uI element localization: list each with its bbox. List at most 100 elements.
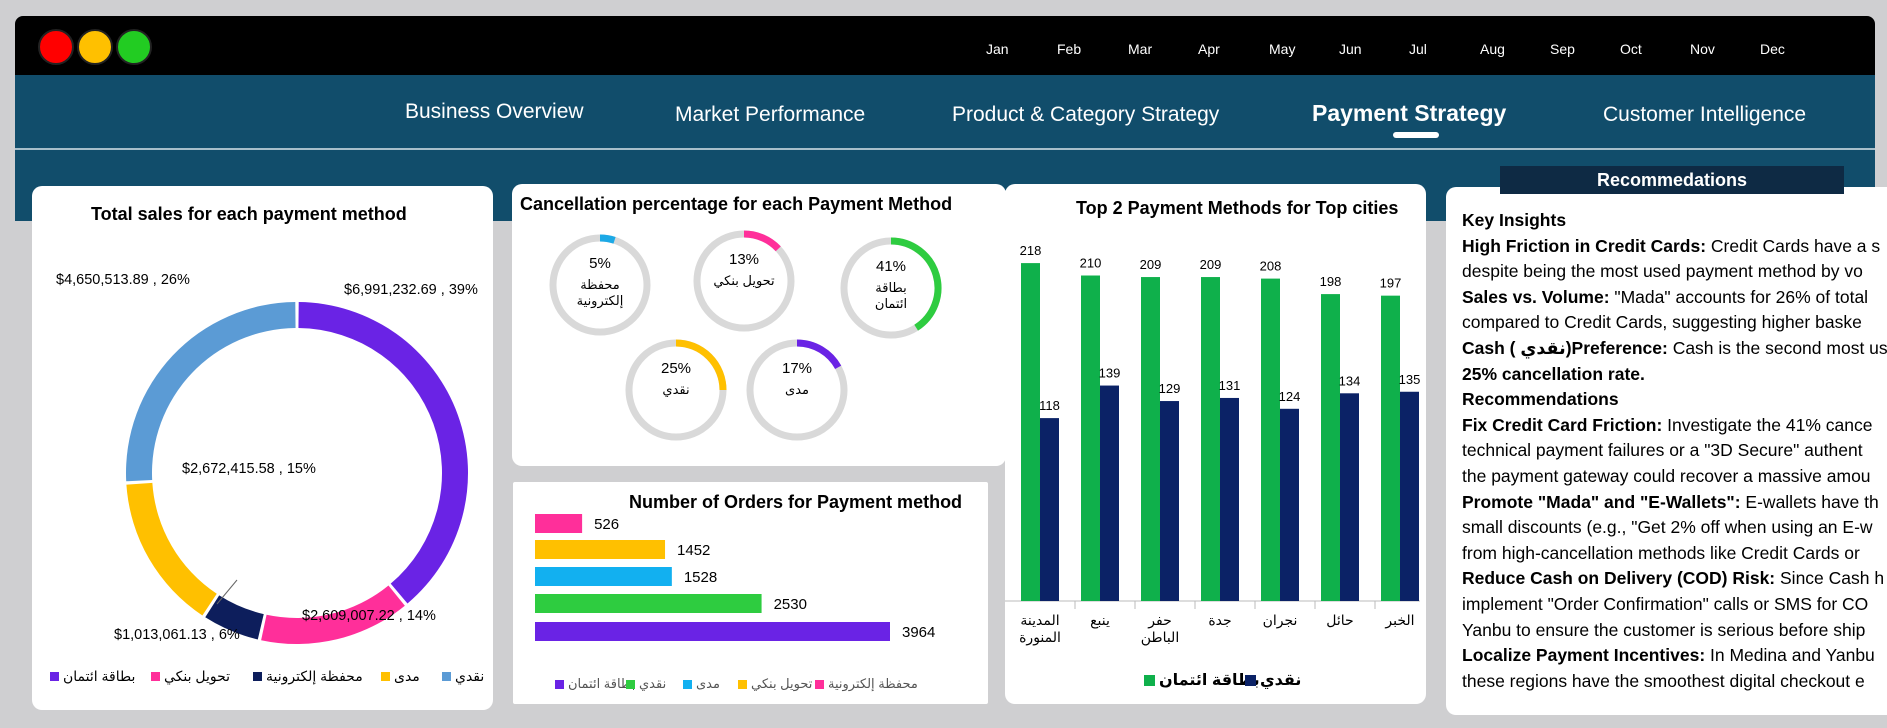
city-bar-value: 118 [1039,398,1060,413]
month-jan[interactable]: Jan [986,41,1009,57]
orders-bar[interactable] [535,567,672,586]
month-dec[interactable]: Dec [1760,41,1785,57]
rec-text: from high-cancellation methods like Cred… [1462,542,1860,563]
gauge-label-2: ائتمان [874,296,908,311]
nav-market-performance[interactable]: Market Performance [675,103,866,126]
recommendation-line: Sales vs. Volume: "Mada" accounts for 26… [1462,286,1887,308]
legend-swatch [50,672,59,681]
month-mar[interactable]: Mar [1128,41,1153,57]
month-feb[interactable]: Feb [1057,41,1082,57]
donut-slice-credit[interactable] [298,302,468,604]
city-label: الباطن [1141,630,1179,646]
rec-text: Credit Cards have a s [1706,235,1881,256]
city-bar-value: 135 [1399,372,1421,387]
close-light-button[interactable] [38,29,74,65]
gauge-label: مدى [785,382,809,397]
rec-bold: Key Insights [1462,210,1567,230]
donut-slice-ewallet[interactable] [205,595,264,640]
nav-business-overview[interactable]: Business Overview [405,100,584,123]
month-nov[interactable]: Nov [1690,41,1715,57]
city-bar-value: 210 [1080,256,1102,271]
month-may[interactable]: May [1269,41,1296,57]
minimize-light-button[interactable] [77,29,113,65]
city-bar-credit[interactable] [1081,275,1100,602]
orders-bar[interactable] [535,594,762,613]
orders-bar[interactable] [535,514,583,533]
legend-label: محفظة إلكترونية [266,668,363,684]
month-jul[interactable]: Jul [1409,41,1427,57]
orders-legend-item: مدى [683,676,720,692]
recommendation-line: technical payment failures or a "3D Secu… [1462,439,1887,461]
legend-swatch [151,672,160,681]
donut-legend-credit: بطاقة ائتمان [50,668,135,685]
city-label: نجران [1263,613,1298,629]
rec-bold: Fix Credit Card Friction: [1462,414,1663,435]
donut-label-ewallet: $1,013,061.13 , 6% [114,627,240,643]
recommendations-header: Recommedations [1500,166,1844,194]
rec-bold: High Friction in Credit Cards: [1462,235,1707,256]
city-bar-value: 208 [1260,259,1282,274]
orders-bar-label: 3964 [902,624,935,641]
city-bar-credit[interactable] [1261,278,1280,601]
orders-bar[interactable] [535,622,890,641]
rec-text: small discounts (e.g., "Get 2% off when … [1462,517,1873,538]
donut-legend-mada: مدى [381,668,420,685]
month-jun[interactable]: Jun [1339,41,1362,57]
legend-label: مدى [696,676,720,691]
city-bar-credit[interactable] [1201,277,1220,601]
city-bar-cash[interactable] [1280,408,1299,601]
gauge-label: نقدي [662,382,690,397]
nav-payment-strategy[interactable]: Payment Strategy [1312,100,1507,126]
legend-swatch [626,679,635,689]
month-oct[interactable]: Oct [1620,41,1642,57]
month-apr[interactable]: Apr [1198,41,1220,57]
legend-label: تحويل بنكي [751,676,813,691]
recommendation-line: Yanbu to ensure the customer is serious … [1462,619,1887,641]
donut-slice-bank[interactable] [261,585,405,644]
city-bar-value: 124 [1279,389,1301,404]
cities-bar-chart: 218118المدينةالمنورة210139ينبع209129حفرا… [1005,243,1421,646]
rec-bold: Recommendations [1462,389,1619,410]
rec-text: implement "Order Confirmation" calls or … [1462,594,1869,614]
gauge-label: محفظة [580,277,620,292]
city-bar-cash[interactable] [1100,385,1119,601]
rec-bold: Cash ( نقدي)Preference: [1462,338,1668,358]
city-label: الخبر [1384,613,1414,629]
donut-slice-mada[interactable] [126,482,217,616]
city-bar-value: 131 [1219,378,1241,393]
city-bar-credit[interactable] [1381,295,1400,601]
legend-label: بطاقة ائتمان [568,676,636,691]
city-bar-cash[interactable] [1160,401,1179,601]
nav-divider [15,148,1875,150]
city-bar-cash[interactable] [1220,397,1239,601]
gauge-label: تحويل بنكي [713,273,775,288]
cities-legend-item: بطاقة ائتمان [1144,670,1260,690]
legend-swatch [1245,674,1256,686]
orders-bar-label: 1528 [684,569,717,586]
cities-title: Top 2 Payment Methods for Top cities [1076,198,1399,218]
rec-bold: Reduce Cash on Delivery (COD) Risk: [1462,568,1776,589]
top-cities-card: Top 2 Payment Methods for Top cities 218… [1005,184,1426,704]
city-bar-value: 209 [1200,257,1222,272]
month-sep[interactable]: Sep [1550,41,1575,57]
city-bar-cash[interactable] [1040,418,1059,601]
donut-title: Total sales for each payment method [91,204,407,224]
donut-slice-cash[interactable] [126,302,296,482]
month-aug[interactable]: Aug [1480,41,1505,57]
city-bar-cash[interactable] [1340,393,1359,601]
city-bar-credit[interactable] [1141,277,1160,601]
nav-product-category-strategy[interactable]: Product & Category Strategy [952,103,1220,126]
legend-swatch [683,679,692,689]
nav-customer-intelligence[interactable]: Customer Intelligence [1603,103,1807,126]
recommendation-line: from high-cancellation methods like Cred… [1462,542,1887,564]
city-bar-credit[interactable] [1021,263,1040,601]
rec-bold: Localize Payment Incentives: [1462,645,1706,666]
city-bar-cash[interactable] [1400,391,1419,601]
city-bar-credit[interactable] [1321,294,1340,601]
orders-bar-label: 2530 [774,596,807,613]
orders-bar[interactable] [535,540,666,559]
recommendation-line: 25% cancellation rate. [1462,363,1887,385]
donut-leader-line [216,579,238,605]
maximize-light-button[interactable] [116,29,152,65]
city-bar-value: 209 [1140,257,1162,272]
